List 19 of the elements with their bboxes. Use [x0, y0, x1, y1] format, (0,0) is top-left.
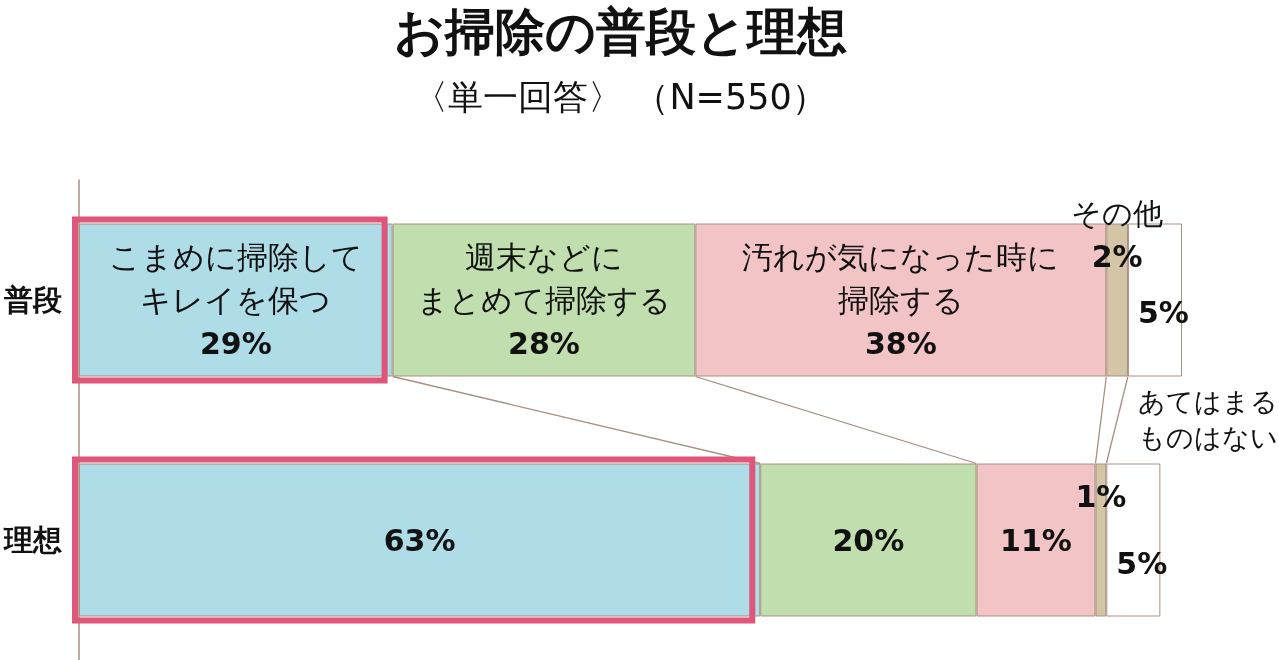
y-tick-label: 普段 — [3, 283, 62, 317]
chart-title: お掃除の普段と理想 — [393, 3, 847, 61]
data-label: 1% — [1075, 479, 1127, 514]
data-label: 5% — [1116, 545, 1168, 581]
data-label: 11% — [1000, 522, 1072, 558]
chart-subtitle: 〈単一回答〉 （N=550） — [413, 76, 827, 117]
series-label: その他 — [1071, 196, 1164, 231]
series-label: 汚れが気になった時に掃除する — [742, 239, 1060, 318]
data-label: 29% — [199, 325, 272, 361]
data-label: 5% — [1137, 295, 1189, 330]
series-label: こまめに掃除してキレイを保つ — [108, 239, 363, 318]
series-label: あてはまるものはない — [1137, 386, 1278, 453]
data-label: 20% — [832, 522, 905, 558]
data-label: 2% — [1091, 239, 1143, 274]
y-tick-label: 理想 — [3, 523, 62, 557]
data-label: 63% — [383, 522, 456, 558]
data-label: 38% — [864, 325, 937, 361]
data-label: 28% — [508, 325, 580, 361]
series-label: 週末などにまとめて掃除する — [416, 239, 671, 318]
